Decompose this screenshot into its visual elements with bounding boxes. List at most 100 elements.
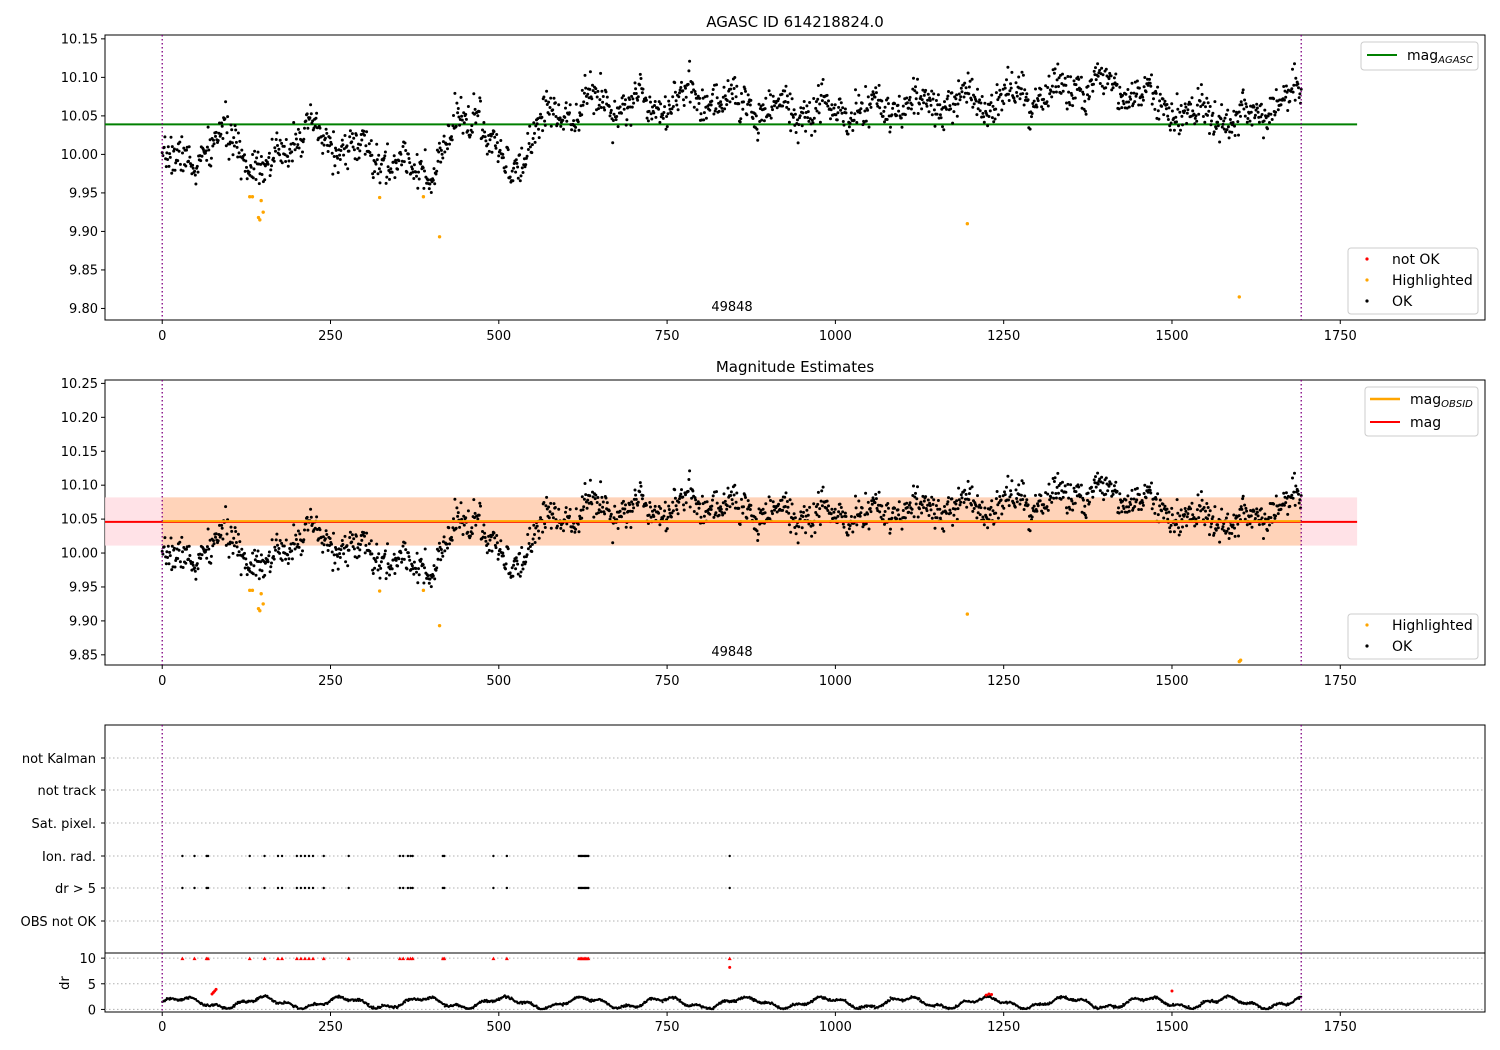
ok-point	[410, 564, 414, 568]
ok-point	[194, 182, 198, 186]
ok-point	[743, 87, 747, 91]
ok-point	[403, 541, 407, 545]
ok-point	[437, 549, 441, 553]
ok-point	[504, 170, 507, 174]
ok-point	[1098, 68, 1102, 72]
ok-point	[959, 95, 963, 99]
ok-point	[1177, 132, 1181, 136]
dr-point	[372, 1005, 375, 1008]
ok-point	[345, 544, 349, 548]
ok-point	[1259, 115, 1263, 119]
ok-point	[829, 512, 833, 516]
ok-point	[756, 138, 760, 142]
ok-point	[599, 106, 603, 109]
ok-point	[184, 561, 188, 565]
ok-point	[873, 501, 877, 505]
ok-point	[1193, 122, 1197, 126]
ok-point	[669, 111, 673, 115]
ok-point	[462, 121, 466, 125]
ok-point	[270, 164, 273, 168]
ok-point	[277, 147, 281, 151]
ok-point	[1141, 501, 1145, 505]
ok-point	[745, 516, 749, 520]
ok-point	[1237, 110, 1241, 114]
ion-rad-flag-point	[311, 854, 315, 858]
ok-point	[605, 501, 609, 505]
ok-point	[1090, 485, 1093, 489]
panel-1-title: AGASC ID 614218824.0	[706, 13, 884, 31]
ok-point	[379, 162, 383, 166]
ok-point	[360, 138, 364, 142]
ok-point	[875, 102, 879, 106]
ok-point	[1057, 491, 1060, 495]
ok-point	[167, 164, 171, 168]
dr-capped-marker	[346, 956, 351, 961]
ok-point	[1104, 67, 1108, 71]
ok-point	[554, 115, 558, 118]
ok-point	[331, 172, 335, 176]
ok-point	[942, 128, 946, 132]
ok-point	[1286, 512, 1290, 516]
ok-point	[754, 114, 758, 118]
ok-point	[649, 100, 652, 104]
ok-point	[308, 116, 312, 120]
dr-point	[863, 1006, 866, 1009]
ok-point	[1047, 74, 1051, 78]
ok-point	[1164, 107, 1168, 111]
ok-point	[530, 151, 534, 155]
ok-point	[415, 551, 419, 555]
ok-point	[237, 151, 241, 155]
ok-point	[330, 142, 333, 146]
ok-point	[559, 124, 563, 128]
ok-point	[292, 542, 296, 546]
ok-point	[232, 544, 236, 548]
ok-point	[294, 137, 298, 141]
ok-point	[955, 93, 959, 97]
ok-point	[963, 488, 967, 492]
ok-point	[1086, 498, 1089, 502]
ok-point	[454, 526, 458, 530]
ok-point	[268, 570, 272, 574]
ok-point	[1163, 99, 1167, 103]
ok-point	[527, 142, 531, 145]
ok-point	[293, 547, 297, 551]
ok-point	[506, 148, 510, 152]
ok-point	[864, 522, 868, 526]
ok-point	[1293, 98, 1297, 102]
ok-point	[352, 148, 356, 152]
ok-point	[1050, 500, 1054, 504]
ok-point	[551, 108, 555, 112]
ok-point	[450, 538, 454, 542]
ok-point	[612, 112, 616, 116]
ok-point	[169, 135, 173, 139]
ok-point	[1291, 476, 1294, 480]
highlighted-point	[248, 588, 252, 593]
ok-point	[600, 495, 604, 499]
ok-point	[802, 505, 806, 508]
ok-point	[1291, 496, 1295, 500]
ok-point	[1015, 91, 1019, 94]
ok-point	[1220, 125, 1224, 129]
ok-point	[686, 82, 690, 86]
ok-point	[1260, 516, 1264, 520]
ok-point	[160, 151, 164, 155]
ok-point	[692, 105, 696, 109]
ok-point	[492, 531, 496, 535]
ok-point	[588, 494, 592, 498]
ion-rad-flag-point	[299, 854, 303, 858]
ok-point	[173, 565, 177, 569]
x-tick-label: 500	[486, 329, 511, 344]
ok-point	[1183, 109, 1187, 113]
ok-point	[938, 113, 942, 117]
ok-point	[255, 554, 259, 558]
ok-point	[1012, 501, 1016, 505]
ok-point	[323, 136, 327, 140]
ok-point	[959, 500, 963, 504]
ok-point	[290, 150, 294, 154]
ok-point	[1108, 71, 1112, 75]
legend-not-ok-label: not OK	[1392, 252, 1440, 268]
ok-point	[390, 567, 394, 571]
ok-point	[1233, 124, 1236, 128]
ok-point	[586, 92, 590, 96]
ok-point	[830, 507, 834, 511]
